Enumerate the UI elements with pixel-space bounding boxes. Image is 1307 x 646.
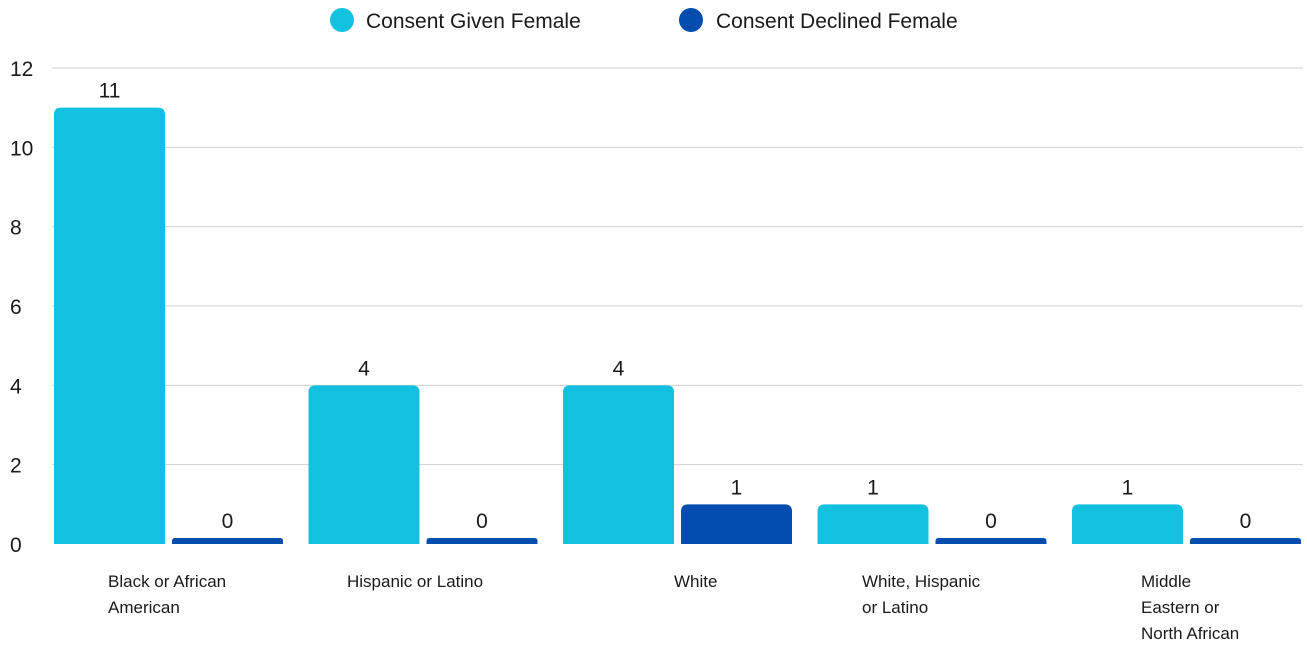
bar: [309, 385, 420, 544]
x-category-label-line: White, Hispanic: [862, 572, 981, 591]
x-category-label-line: North African: [1141, 624, 1239, 643]
legend-swatch: [330, 8, 354, 32]
y-tick-label: 4: [10, 375, 22, 398]
data-label: 1: [731, 476, 743, 499]
legend-label: Consent Given Female: [366, 10, 581, 33]
category-labels: Black or African American Hispanic or Lati…: [108, 572, 1239, 643]
gridlines: [52, 68, 1303, 465]
x-category-label-line: White: [674, 572, 717, 591]
x-category-label: Middle Eastern or North African: [1141, 572, 1239, 643]
data-label: 1: [867, 476, 879, 499]
bar: [1190, 538, 1301, 544]
x-category-label-line: Eastern or: [1141, 598, 1220, 617]
legend-label: Consent Declined Female: [716, 10, 958, 33]
x-category-label-line: Middle: [1141, 572, 1191, 591]
data-label: 0: [222, 510, 234, 533]
legend: Consent Given Female Consent Declined Fem…: [330, 8, 958, 33]
bar: [563, 385, 674, 544]
y-tick-label: 6: [10, 296, 22, 319]
data-label: 0: [985, 510, 997, 533]
data-label: 4: [613, 357, 625, 380]
data-label: 0: [476, 510, 488, 533]
bar: [1072, 504, 1183, 544]
x-category-label: Black or African American: [108, 572, 226, 617]
data-label: 11: [99, 80, 121, 103]
bar: [54, 108, 165, 544]
y-tick-label: 8: [10, 217, 22, 240]
y-tick-label: 0: [10, 534, 22, 557]
data-label: 1: [1122, 476, 1134, 499]
legend-item: Consent Declined Female: [679, 8, 958, 33]
y-tick-label: 2: [10, 455, 22, 478]
data-label: 0: [1240, 510, 1252, 533]
bars: [54, 108, 1301, 544]
legend-swatch: [679, 8, 703, 32]
y-axis-ticks: 0 2 4 6 8 10 12: [10, 58, 33, 557]
x-category-label-line: American: [108, 598, 180, 617]
bar: [681, 504, 792, 544]
x-category-label: White: [674, 572, 717, 591]
x-category-label: White, Hispanic or Latino: [862, 572, 981, 617]
x-category-label: Hispanic or Latino: [347, 572, 483, 591]
bar: [427, 538, 538, 544]
x-category-label-line: Hispanic or Latino: [347, 572, 483, 591]
bar: [172, 538, 283, 544]
data-label: 4: [358, 357, 370, 380]
legend-item: Consent Given Female: [330, 8, 581, 33]
y-tick-label: 12: [10, 58, 33, 81]
y-tick-label: 10: [10, 137, 33, 160]
bar: [818, 504, 929, 544]
bar: [936, 538, 1047, 544]
x-category-label-line: Black or African: [108, 572, 226, 591]
x-category-label-line: or Latino: [862, 598, 928, 617]
